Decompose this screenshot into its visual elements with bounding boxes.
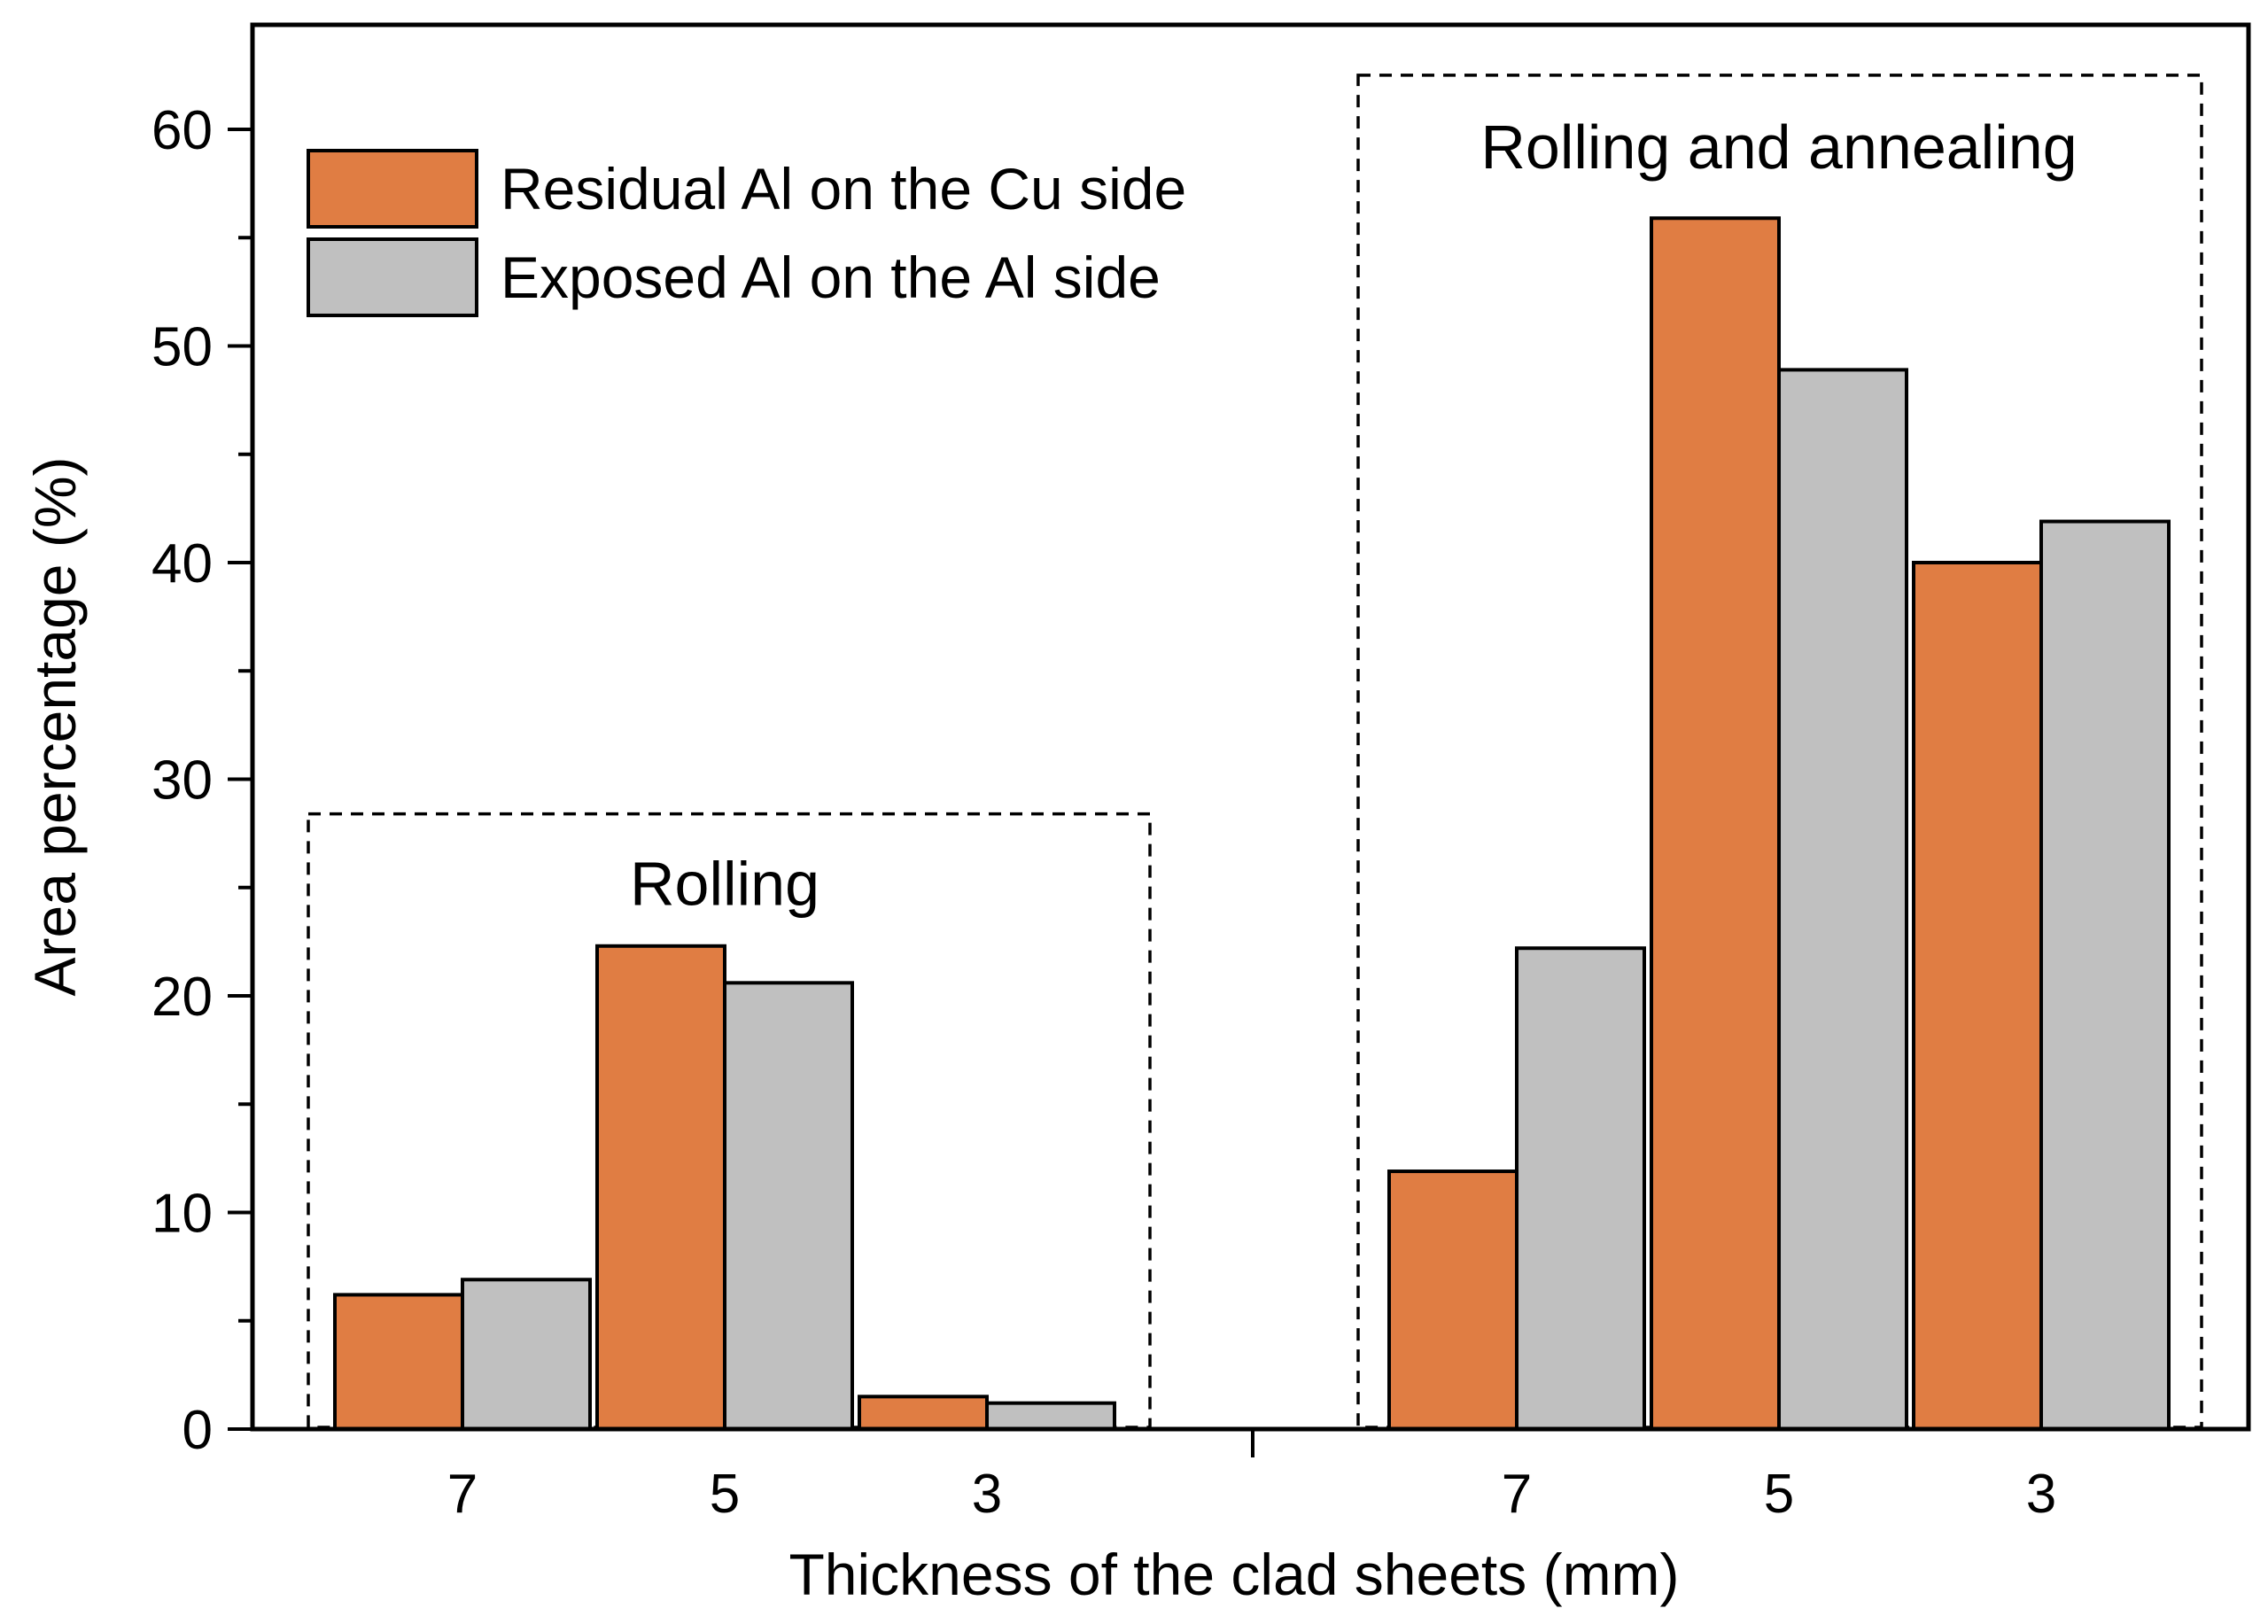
legend-swatch — [307, 237, 478, 317]
x-tick-label: 7 — [447, 1464, 478, 1525]
x-axis-title: Thickness of the clad sheets (mm) — [788, 1542, 1679, 1607]
bar-residual-al-cu — [333, 1293, 464, 1432]
y-tick-label: 50 — [151, 317, 213, 378]
bar-residual-al-cu — [595, 944, 726, 1431]
bar-exposed-al-al — [985, 1401, 1116, 1432]
plot-frame — [250, 22, 2251, 1432]
x-tick-label: 3 — [2026, 1464, 2056, 1525]
x-tick-label: 7 — [1502, 1464, 1532, 1525]
bar-residual-al-cu — [1912, 561, 2043, 1431]
y-tick-label: 60 — [151, 100, 213, 161]
group-labels: Rolling Rolling and annealing — [630, 113, 2078, 918]
bar-exposed-al-al — [723, 981, 854, 1431]
legend-swatch — [307, 149, 478, 229]
group-label: Rolling — [630, 849, 819, 918]
bar-residual-al-cu — [858, 1395, 989, 1431]
bar-exposed-al-al — [2039, 519, 2171, 1431]
bar-exposed-al-al — [1515, 946, 1646, 1431]
bar-residual-al-cu — [1387, 1169, 1518, 1432]
y-axis-title: Area percentage (%) — [22, 457, 88, 997]
y-tick-label: 30 — [151, 750, 213, 812]
y-tick-label: 0 — [183, 1400, 213, 1461]
bar-exposed-al-al — [1777, 368, 1908, 1431]
bars — [333, 216, 2171, 1432]
y-tick-label: 20 — [151, 967, 213, 1028]
y-axis-ticks: 0 10 20 30 40 50 60 — [151, 100, 252, 1461]
x-tick-label: 3 — [972, 1464, 1002, 1525]
bar-residual-al-cu — [1650, 216, 1781, 1431]
x-axis-ticks: 7 5 3 7 5 3 — [447, 1429, 2056, 1525]
group-label: Rolling and annealing — [1480, 113, 2077, 182]
legend-label: Exposed Al on the Al side — [501, 245, 1161, 310]
y-tick-label: 10 — [151, 1184, 213, 1245]
x-tick-label: 5 — [1764, 1464, 1794, 1525]
x-tick-label: 5 — [710, 1464, 740, 1525]
y-tick-label: 40 — [151, 533, 213, 594]
bar-exposed-al-al — [461, 1278, 592, 1432]
legend-label: Residual Al on the Cu side — [501, 156, 1186, 221]
legend: Residual Al on the Cu side Exposed Al on … — [307, 149, 1186, 317]
